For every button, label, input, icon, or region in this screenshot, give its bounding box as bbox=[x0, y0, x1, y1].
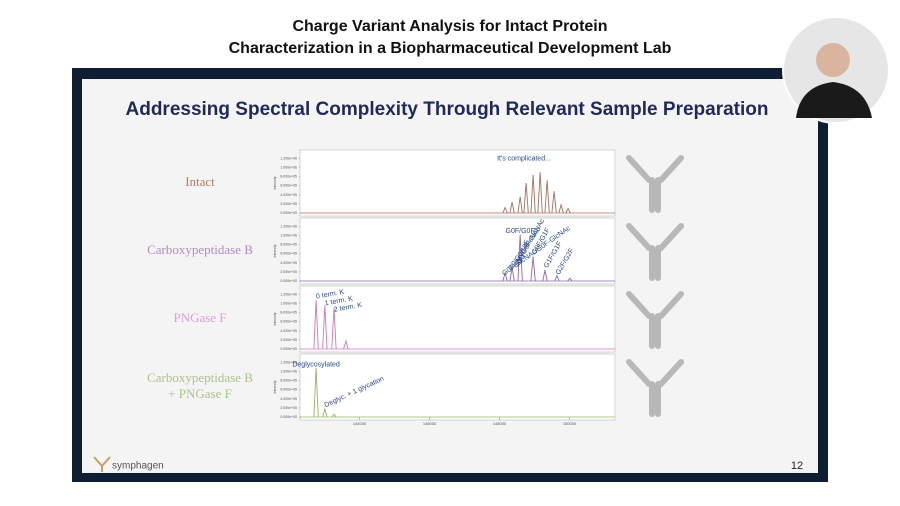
panel-label: Carboxypeptidase B + PNGase F bbox=[147, 370, 253, 401]
y-tick-label: 4.000e+05 bbox=[280, 329, 297, 333]
y-tick-label: 6.000e+05 bbox=[280, 388, 297, 392]
y-tick-label: 0.000e+00 bbox=[280, 211, 297, 215]
y-tick-label: 6.000e+05 bbox=[280, 184, 297, 188]
panel bbox=[299, 353, 616, 421]
y-tick-label: 0.000e+00 bbox=[280, 347, 297, 351]
y-tick-label: 1.200e+06 bbox=[280, 360, 297, 364]
y-tick-label: 8.000e+05 bbox=[280, 311, 297, 315]
content: Intact 0.000e+00 2.000e+05 4.000e+05 6.000e+… bbox=[147, 149, 684, 426]
peak bbox=[544, 180, 550, 214]
y-tick-label: 8.000e+05 bbox=[280, 243, 297, 247]
peak bbox=[343, 339, 349, 350]
peak bbox=[313, 299, 319, 350]
annotation: It's complicated... bbox=[497, 155, 551, 162]
peak bbox=[554, 274, 560, 282]
peak bbox=[517, 196, 523, 214]
y-axis-label: Intensity bbox=[273, 244, 277, 257]
y-tick-label: 6.000e+05 bbox=[280, 320, 297, 324]
title: Charge Variant Analysis for Intact Prote… bbox=[292, 18, 607, 35]
peak bbox=[517, 234, 523, 282]
annotation: 1 term. K bbox=[324, 296, 354, 308]
panel bbox=[299, 149, 616, 217]
peak bbox=[523, 183, 529, 214]
panel-label: PNGase F bbox=[173, 310, 226, 325]
annotation: 2 term. K bbox=[333, 302, 363, 314]
y-tick-label: 4.000e+05 bbox=[280, 261, 297, 265]
y-tick-label: 8.000e+05 bbox=[280, 379, 297, 383]
title: Characterization in a Biopharmaceutical … bbox=[229, 40, 672, 57]
y-tick-label: 8.000e+05 bbox=[280, 175, 297, 179]
y-axis-label: Intensity bbox=[273, 176, 277, 189]
y-tick-label: 6.000e+05 bbox=[280, 252, 297, 256]
peak bbox=[313, 367, 319, 418]
peak bbox=[509, 267, 515, 282]
x-tick-label: 150000 bbox=[563, 421, 577, 426]
y-tick-label: 2.000e+05 bbox=[280, 202, 297, 206]
antibody-icon bbox=[626, 223, 684, 281]
y-tick-label: 0.000e+00 bbox=[280, 415, 297, 419]
peak bbox=[331, 413, 337, 418]
panel-label: Carboxypeptidase B bbox=[147, 242, 253, 257]
slide-heading: Addressing Spectral Complexity Through R… bbox=[126, 99, 769, 120]
y-axis-label: Intensity bbox=[273, 380, 277, 393]
webcam-face bbox=[816, 43, 850, 77]
peak bbox=[322, 305, 328, 350]
peak bbox=[502, 206, 508, 214]
page-number: 12 bbox=[791, 460, 803, 472]
y-tick-label: 0.000e+00 bbox=[280, 279, 297, 283]
panel bbox=[299, 217, 616, 285]
y-tick-label: 1.200e+06 bbox=[280, 224, 297, 228]
peak bbox=[542, 270, 548, 282]
y-tick-label: 4.000e+05 bbox=[280, 193, 297, 197]
panel bbox=[299, 285, 616, 353]
peak bbox=[567, 277, 573, 282]
y-tick-label: 1.000e+06 bbox=[280, 234, 297, 238]
logo: symphagen bbox=[112, 461, 164, 472]
x-tick-label: 146000 bbox=[423, 421, 437, 426]
y-axis-label: Intensity bbox=[273, 312, 277, 325]
annotation: 0 term. K bbox=[316, 289, 346, 301]
peak bbox=[322, 407, 328, 418]
y-tick-label: 1.200e+06 bbox=[280, 156, 297, 160]
x-tick-label: 144000 bbox=[353, 421, 367, 426]
webcam-body bbox=[796, 82, 872, 118]
annotation: Deglycosylated bbox=[292, 362, 340, 369]
peak bbox=[565, 207, 571, 214]
annotation: G0F/G0F bbox=[506, 228, 535, 235]
peak bbox=[530, 174, 536, 214]
peak bbox=[530, 256, 536, 282]
antibody-icon bbox=[626, 359, 684, 417]
peak bbox=[502, 271, 508, 282]
peak bbox=[558, 203, 564, 214]
peak bbox=[537, 172, 543, 214]
y-tick-label: 2.000e+05 bbox=[280, 406, 297, 410]
x-tick-label: 148000 bbox=[493, 421, 507, 426]
peak bbox=[331, 308, 337, 350]
y-tick-label: 1.200e+06 bbox=[280, 292, 297, 296]
peak bbox=[551, 191, 557, 214]
antibody-icon bbox=[626, 291, 684, 349]
y-tick-label: 4.000e+05 bbox=[280, 397, 297, 401]
y-tick-label: 1.000e+06 bbox=[280, 370, 297, 374]
y-tick-label: 2.000e+05 bbox=[280, 338, 297, 342]
antibody-icon bbox=[626, 155, 684, 213]
y-tick-label: 1.000e+06 bbox=[280, 302, 297, 306]
panel-label: Intact bbox=[185, 174, 215, 189]
y-tick-label: 1.000e+06 bbox=[280, 166, 297, 170]
peak bbox=[509, 202, 515, 214]
logo-icon bbox=[93, 456, 111, 472]
y-tick-label: 2.000e+05 bbox=[280, 270, 297, 274]
